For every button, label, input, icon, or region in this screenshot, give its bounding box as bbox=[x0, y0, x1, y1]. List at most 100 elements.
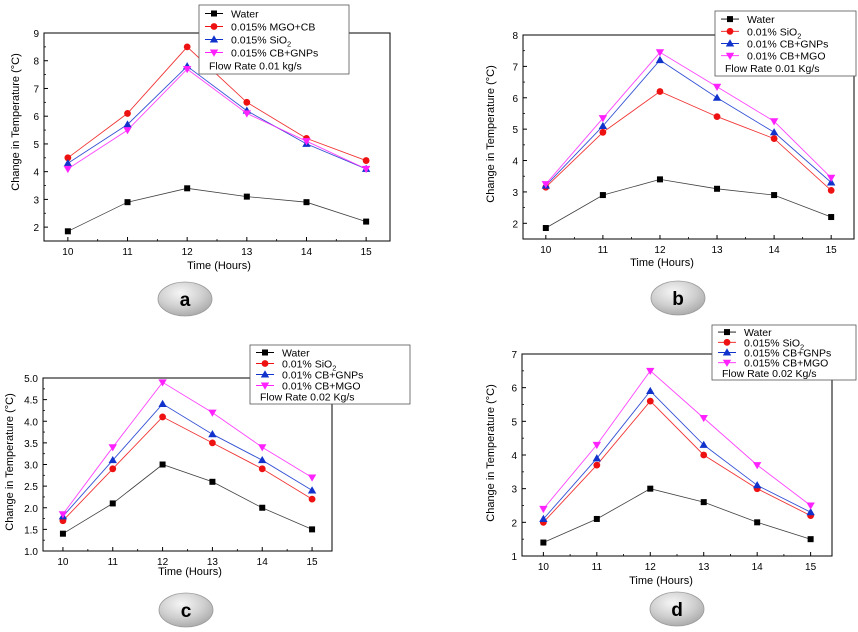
y-tick-label: 4 bbox=[512, 157, 518, 168]
legend-entry: 0.015% SiO2 bbox=[744, 337, 804, 351]
y-tick-label: 2 bbox=[511, 518, 517, 529]
data-point bbox=[183, 43, 191, 51]
x-tick-label: 15 bbox=[805, 562, 817, 573]
x-tick-label: 10 bbox=[540, 245, 552, 256]
data-point bbox=[806, 508, 815, 516]
series-line bbox=[67, 46, 367, 162]
y-axis-label-text: Change in Temperature (°C) bbox=[10, 53, 22, 190]
y-tick-label: 6 bbox=[511, 384, 517, 395]
series-line bbox=[543, 400, 811, 523]
y-axis-label-a: Change in Temperature (°C) bbox=[10, 53, 22, 190]
data-point bbox=[361, 165, 371, 174]
legend-entry: Water bbox=[282, 348, 310, 360]
data-point bbox=[599, 192, 606, 199]
x-tick-label: 12 bbox=[645, 562, 657, 573]
data-point bbox=[58, 511, 68, 519]
data-point bbox=[655, 49, 665, 57]
plot-area-a: 2 3 4 5 6 7 8 9 10 11 12 13 14 15 bbox=[33, 29, 391, 258]
x-tick-label: 12 bbox=[182, 247, 194, 258]
data-point bbox=[807, 536, 814, 543]
y-tick-label: 7 bbox=[33, 84, 39, 95]
y-tick-label: 6 bbox=[512, 94, 518, 105]
data-point bbox=[541, 181, 551, 189]
data-point bbox=[646, 397, 654, 405]
x-tick-label: 11 bbox=[592, 562, 603, 573]
legend-box bbox=[249, 344, 411, 405]
data-point bbox=[307, 486, 317, 494]
panel-badge-b: b bbox=[650, 280, 706, 316]
y-tick-label: 4.0 bbox=[24, 417, 38, 428]
data-point bbox=[754, 519, 761, 526]
legend-entry: 0.01% SiO2 bbox=[282, 359, 336, 373]
data-point bbox=[64, 154, 72, 162]
data-point bbox=[63, 165, 73, 174]
legend-flow-rate: Flow Rate 0.01 Kg/s bbox=[725, 63, 820, 75]
panel-badge-a: a bbox=[157, 281, 213, 317]
data-point bbox=[656, 88, 664, 95]
panel-c: 1.01.52.02.53.03.54.04.55.010 11 12 13 14 15 … bbox=[4, 344, 411, 628]
data-point bbox=[64, 228, 71, 235]
legend-marker bbox=[722, 359, 732, 367]
y-tick-label: 3 bbox=[511, 485, 517, 496]
series-line bbox=[543, 390, 811, 520]
data-point bbox=[770, 135, 778, 142]
legend-box bbox=[198, 4, 350, 75]
y-tick-label: 2 bbox=[33, 223, 39, 234]
data-point bbox=[209, 439, 216, 447]
data-point bbox=[303, 199, 310, 206]
data-point bbox=[712, 83, 722, 91]
y-tick-label: 1.0 bbox=[24, 547, 38, 558]
data-point bbox=[243, 193, 250, 200]
plot-frame bbox=[521, 353, 833, 557]
data-point bbox=[258, 444, 267, 452]
legend-entry: 0.01% CB+MGO bbox=[747, 51, 826, 63]
data-point bbox=[699, 414, 708, 423]
data-point bbox=[655, 55, 665, 64]
data-point bbox=[158, 379, 167, 387]
data-point bbox=[309, 526, 316, 533]
panel-letter-b: b bbox=[672, 289, 684, 310]
data-point bbox=[828, 214, 835, 221]
data-point bbox=[752, 481, 762, 489]
legend-entry: 0.015% CB+GNPs bbox=[231, 48, 318, 60]
data-point bbox=[598, 115, 608, 123]
data-point bbox=[308, 495, 316, 503]
data-point bbox=[592, 454, 602, 462]
data-point bbox=[646, 367, 655, 376]
x-tick-label: 10 bbox=[538, 562, 550, 573]
legend-entry: 0.01% CB+GNPs bbox=[282, 370, 363, 382]
data-point bbox=[108, 444, 117, 452]
data-point bbox=[363, 218, 370, 225]
x-tick-label: 14 bbox=[752, 562, 764, 573]
y-tick-label: 2.0 bbox=[24, 504, 38, 515]
series-line bbox=[545, 178, 832, 229]
data-point bbox=[307, 474, 317, 482]
data-point bbox=[362, 157, 370, 164]
y-tick-label: 5 bbox=[33, 140, 39, 151]
y-tick-label: 3.0 bbox=[24, 461, 38, 472]
data-point bbox=[159, 461, 166, 468]
data-point bbox=[159, 413, 166, 421]
data-point bbox=[109, 500, 116, 507]
data-point bbox=[184, 185, 191, 192]
panel-badge-c: c bbox=[158, 592, 214, 628]
legend-entry: 0.01% CB+GNPs bbox=[747, 39, 828, 51]
legend-entry: 0.01% SiO2 bbox=[747, 26, 801, 40]
y-tick-label: 6 bbox=[33, 112, 39, 123]
y-tick-label: 3 bbox=[33, 195, 39, 206]
data-point bbox=[593, 515, 600, 522]
x-tick-label: 11 bbox=[598, 245, 609, 256]
data-point bbox=[258, 465, 266, 473]
legend-marker bbox=[726, 27, 734, 35]
data-point bbox=[712, 93, 722, 101]
legend-entry: 0.015% SiO2 bbox=[231, 35, 291, 49]
series-line bbox=[62, 403, 313, 517]
legend-entry: 0.015% MGO+CB bbox=[231, 22, 315, 34]
data-point bbox=[540, 539, 547, 546]
series-line bbox=[67, 187, 367, 232]
data-point bbox=[123, 120, 132, 128]
series-line bbox=[67, 65, 367, 170]
